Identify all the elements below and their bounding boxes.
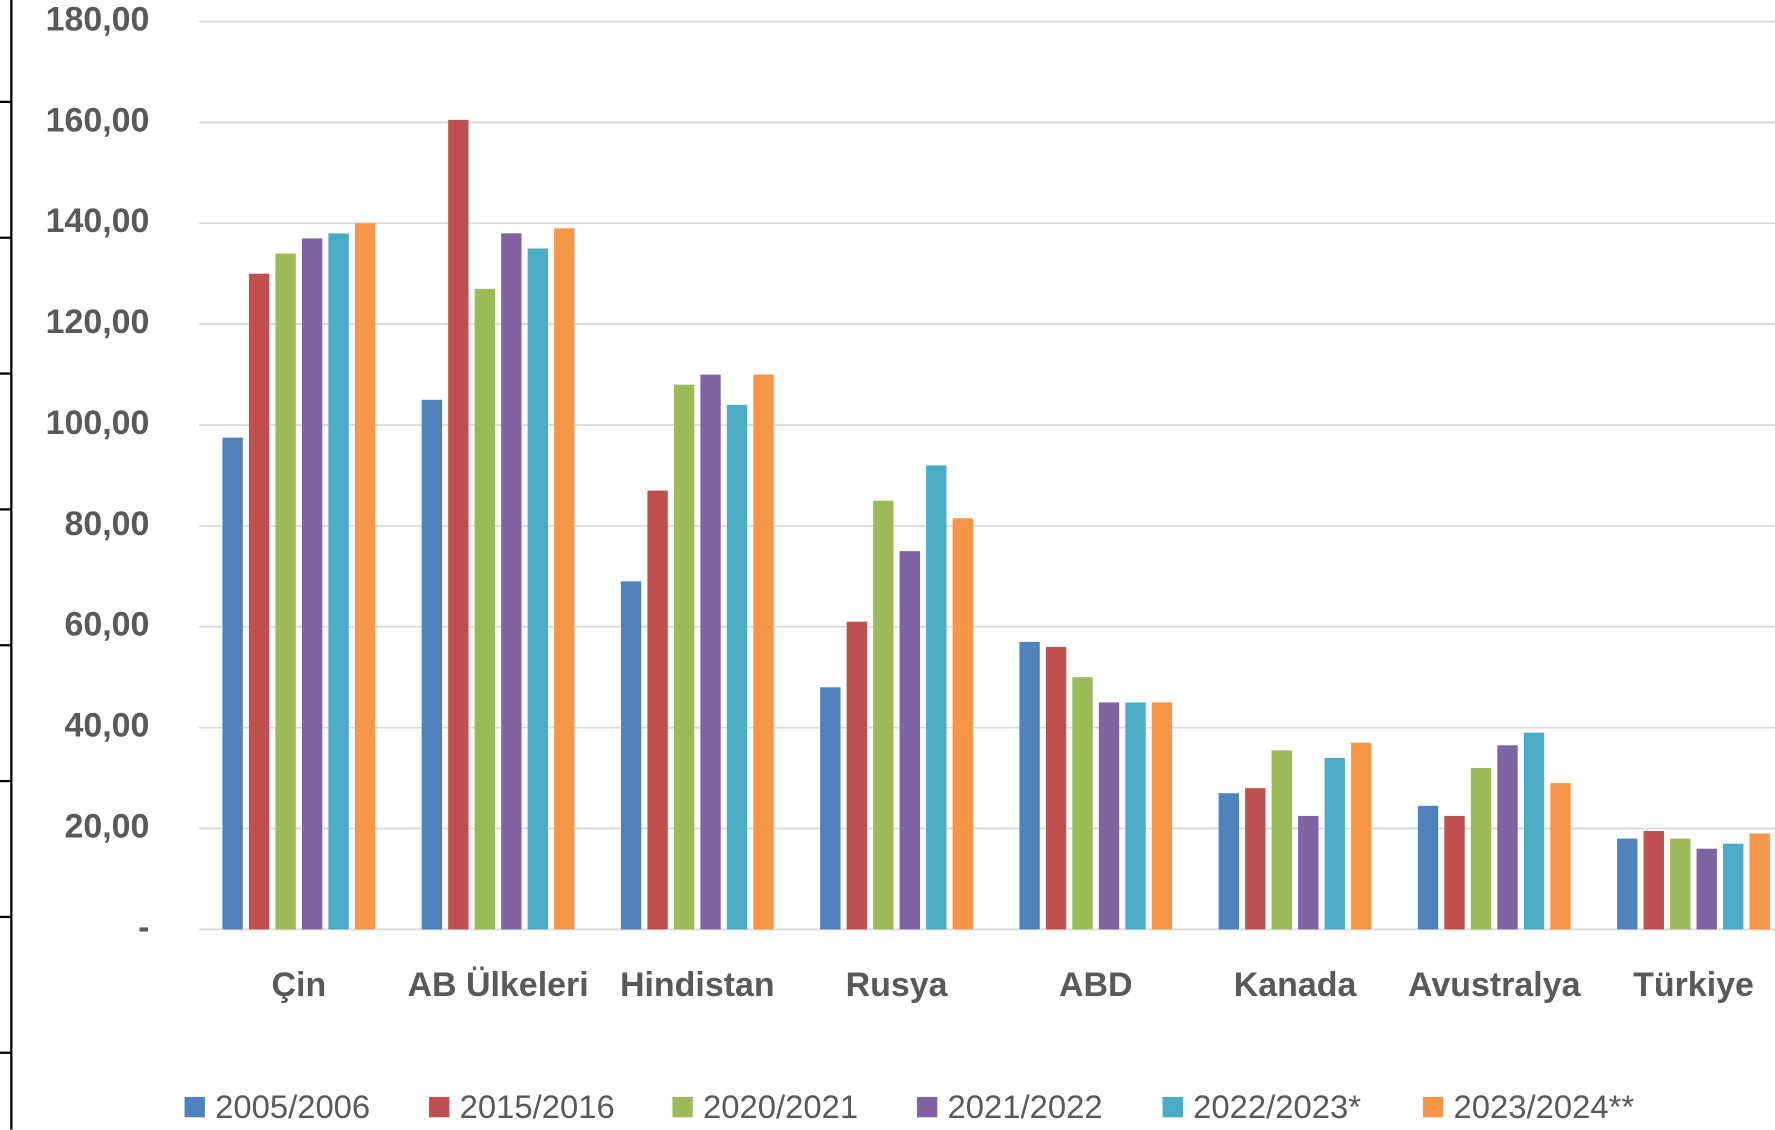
legend-swatch [429, 1096, 450, 1118]
bar [501, 233, 522, 930]
y-tick-label: 120,00 [46, 303, 150, 341]
bar [421, 399, 443, 930]
legend-swatch [184, 1096, 205, 1118]
bar [474, 288, 496, 930]
bar [554, 228, 575, 930]
bar [873, 500, 894, 930]
bar [1523, 732, 1545, 930]
bar [1643, 831, 1664, 930]
bar [248, 273, 270, 930]
bar [1351, 742, 1372, 930]
y-tick-label: 60,00 [64, 606, 149, 644]
x-tick-label: Çin [271, 966, 327, 1005]
legend-swatch [1162, 1096, 1183, 1118]
bar [1151, 702, 1173, 930]
bar [1125, 702, 1146, 930]
bar [1550, 783, 1571, 930]
bar [1298, 815, 1319, 930]
bar [647, 490, 668, 930]
bar [448, 119, 469, 930]
legend-label: 2005/2006 [215, 1088, 370, 1125]
bar [846, 621, 868, 930]
y-tick-label: 160,00 [46, 101, 150, 139]
bar [1072, 677, 1093, 930]
bar [1045, 646, 1067, 930]
x-tick-label: Türkiye [1633, 966, 1754, 1005]
y-tick-label: 140,00 [46, 202, 150, 240]
x-tick-label: AB Ülkeleri [407, 966, 589, 1005]
x-tick-label: Rusya [845, 966, 948, 1005]
bar [1271, 750, 1292, 930]
bar [1098, 702, 1120, 930]
x-tick-label: Avustralya [1408, 966, 1581, 1005]
y-tick-label: 100,00 [46, 404, 150, 442]
bar [1324, 757, 1345, 930]
legend-label: 2020/2021 [703, 1088, 858, 1125]
x-tick-label: Kanada [1233, 966, 1357, 1005]
bar [1470, 767, 1492, 930]
legend-label: 2015/2016 [460, 1088, 615, 1125]
bar [1245, 788, 1266, 930]
y-tick-label: 80,00 [64, 505, 149, 543]
bar [673, 384, 695, 930]
bar [1497, 745, 1518, 930]
y-tick-label: 180,00 [46, 0, 150, 38]
bar [620, 581, 642, 930]
bar [1670, 838, 1691, 930]
bar [899, 551, 920, 930]
legend-swatch [916, 1096, 938, 1118]
bar [328, 233, 349, 930]
bar [1218, 793, 1239, 930]
bar [726, 404, 748, 930]
bar [1019, 641, 1040, 930]
bar [275, 253, 296, 930]
legend-label: 2021/2022 [948, 1088, 1103, 1125]
left-frame [0, 0, 13, 1130]
bar [222, 437, 243, 930]
bar [1417, 805, 1439, 930]
bar [354, 223, 376, 930]
bar [1696, 848, 1717, 930]
legend-label: 2023/2024** [1454, 1088, 1635, 1125]
bar [700, 374, 721, 930]
y-tick-label: - [138, 908, 149, 946]
bar [301, 238, 323, 930]
bar [1617, 838, 1638, 930]
bar [952, 518, 973, 930]
legend-label: 2022/2023* [1193, 1088, 1361, 1125]
y-tick-label: 20,00 [64, 807, 149, 845]
bar [753, 374, 774, 930]
bar [527, 248, 549, 930]
x-tick-label: Hindistan [619, 966, 775, 1005]
bar [1723, 843, 1744, 930]
bar [820, 687, 841, 930]
x-tick-label: ABD [1059, 966, 1133, 1005]
legend-swatch [1422, 1096, 1444, 1118]
bar [1749, 833, 1770, 930]
bar [1444, 815, 1465, 930]
y-tick-label: 40,00 [64, 707, 149, 745]
bar [926, 465, 947, 930]
legend-swatch [672, 1096, 693, 1118]
